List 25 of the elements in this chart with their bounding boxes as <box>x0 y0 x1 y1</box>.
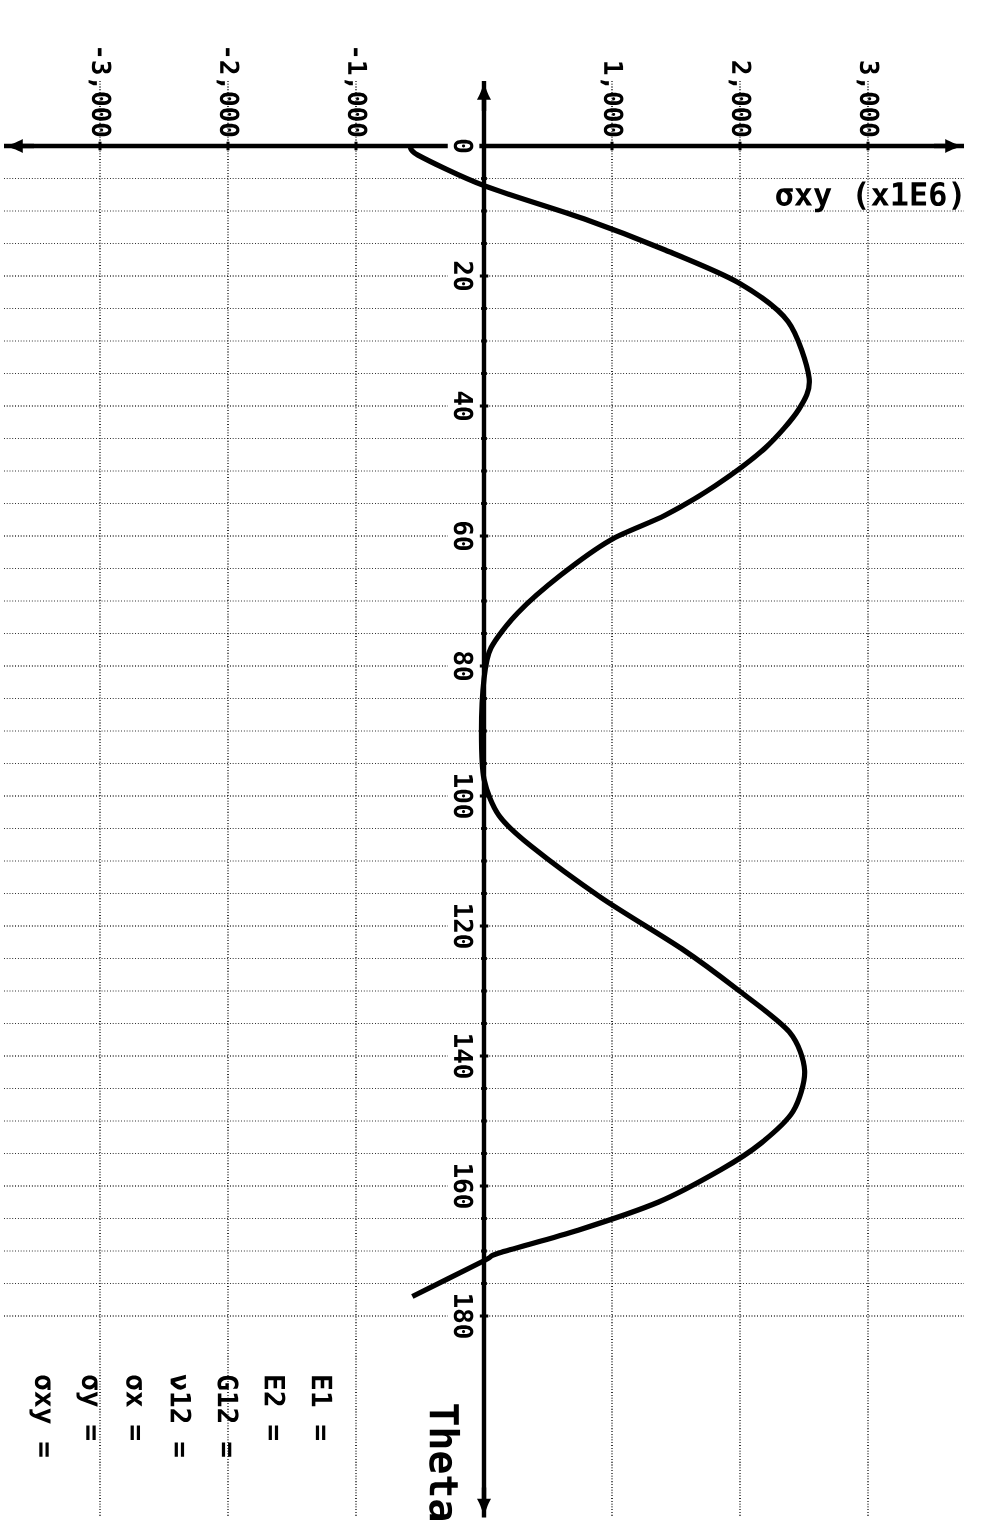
x-tick-label: 3,000 <box>856 61 880 137</box>
annotation: G12 = <box>217 1375 239 1457</box>
annotation: E2 = <box>264 1376 286 1441</box>
x-tick-label: -1,000 <box>344 48 368 137</box>
y-tick-label: 180 <box>453 1295 474 1338</box>
annotation: σx = <box>126 1375 142 1441</box>
x-axis-title: σxy (x1E6) <box>776 181 961 213</box>
y-tick-label: 0 <box>453 139 474 153</box>
y-axis-title: Theta <box>429 1404 461 1520</box>
y-tick-label: 80 <box>453 652 474 681</box>
y-tick-label: 160 <box>453 1164 474 1208</box>
y-tick-label: 40 <box>453 391 474 421</box>
y-tick-label: 140 <box>453 1034 474 1078</box>
y-tick-label: 60 <box>453 522 474 551</box>
annotation: σxy = <box>29 1375 51 1457</box>
x-tick-label: 2,000 <box>728 61 752 137</box>
x-tick-label: 1,000 <box>600 62 624 137</box>
x-tick-label: -2,000 <box>216 48 240 137</box>
y-tick-label: 100 <box>453 774 474 818</box>
annotation: E1 = <box>311 1376 333 1441</box>
y-tick-label: 120 <box>453 904 474 948</box>
annotation: σy = <box>76 1375 98 1441</box>
y-tick-label: 20 <box>453 261 474 291</box>
annotation: ν12 = <box>170 1374 192 1457</box>
x-tick-label: -3,000 <box>88 48 112 137</box>
